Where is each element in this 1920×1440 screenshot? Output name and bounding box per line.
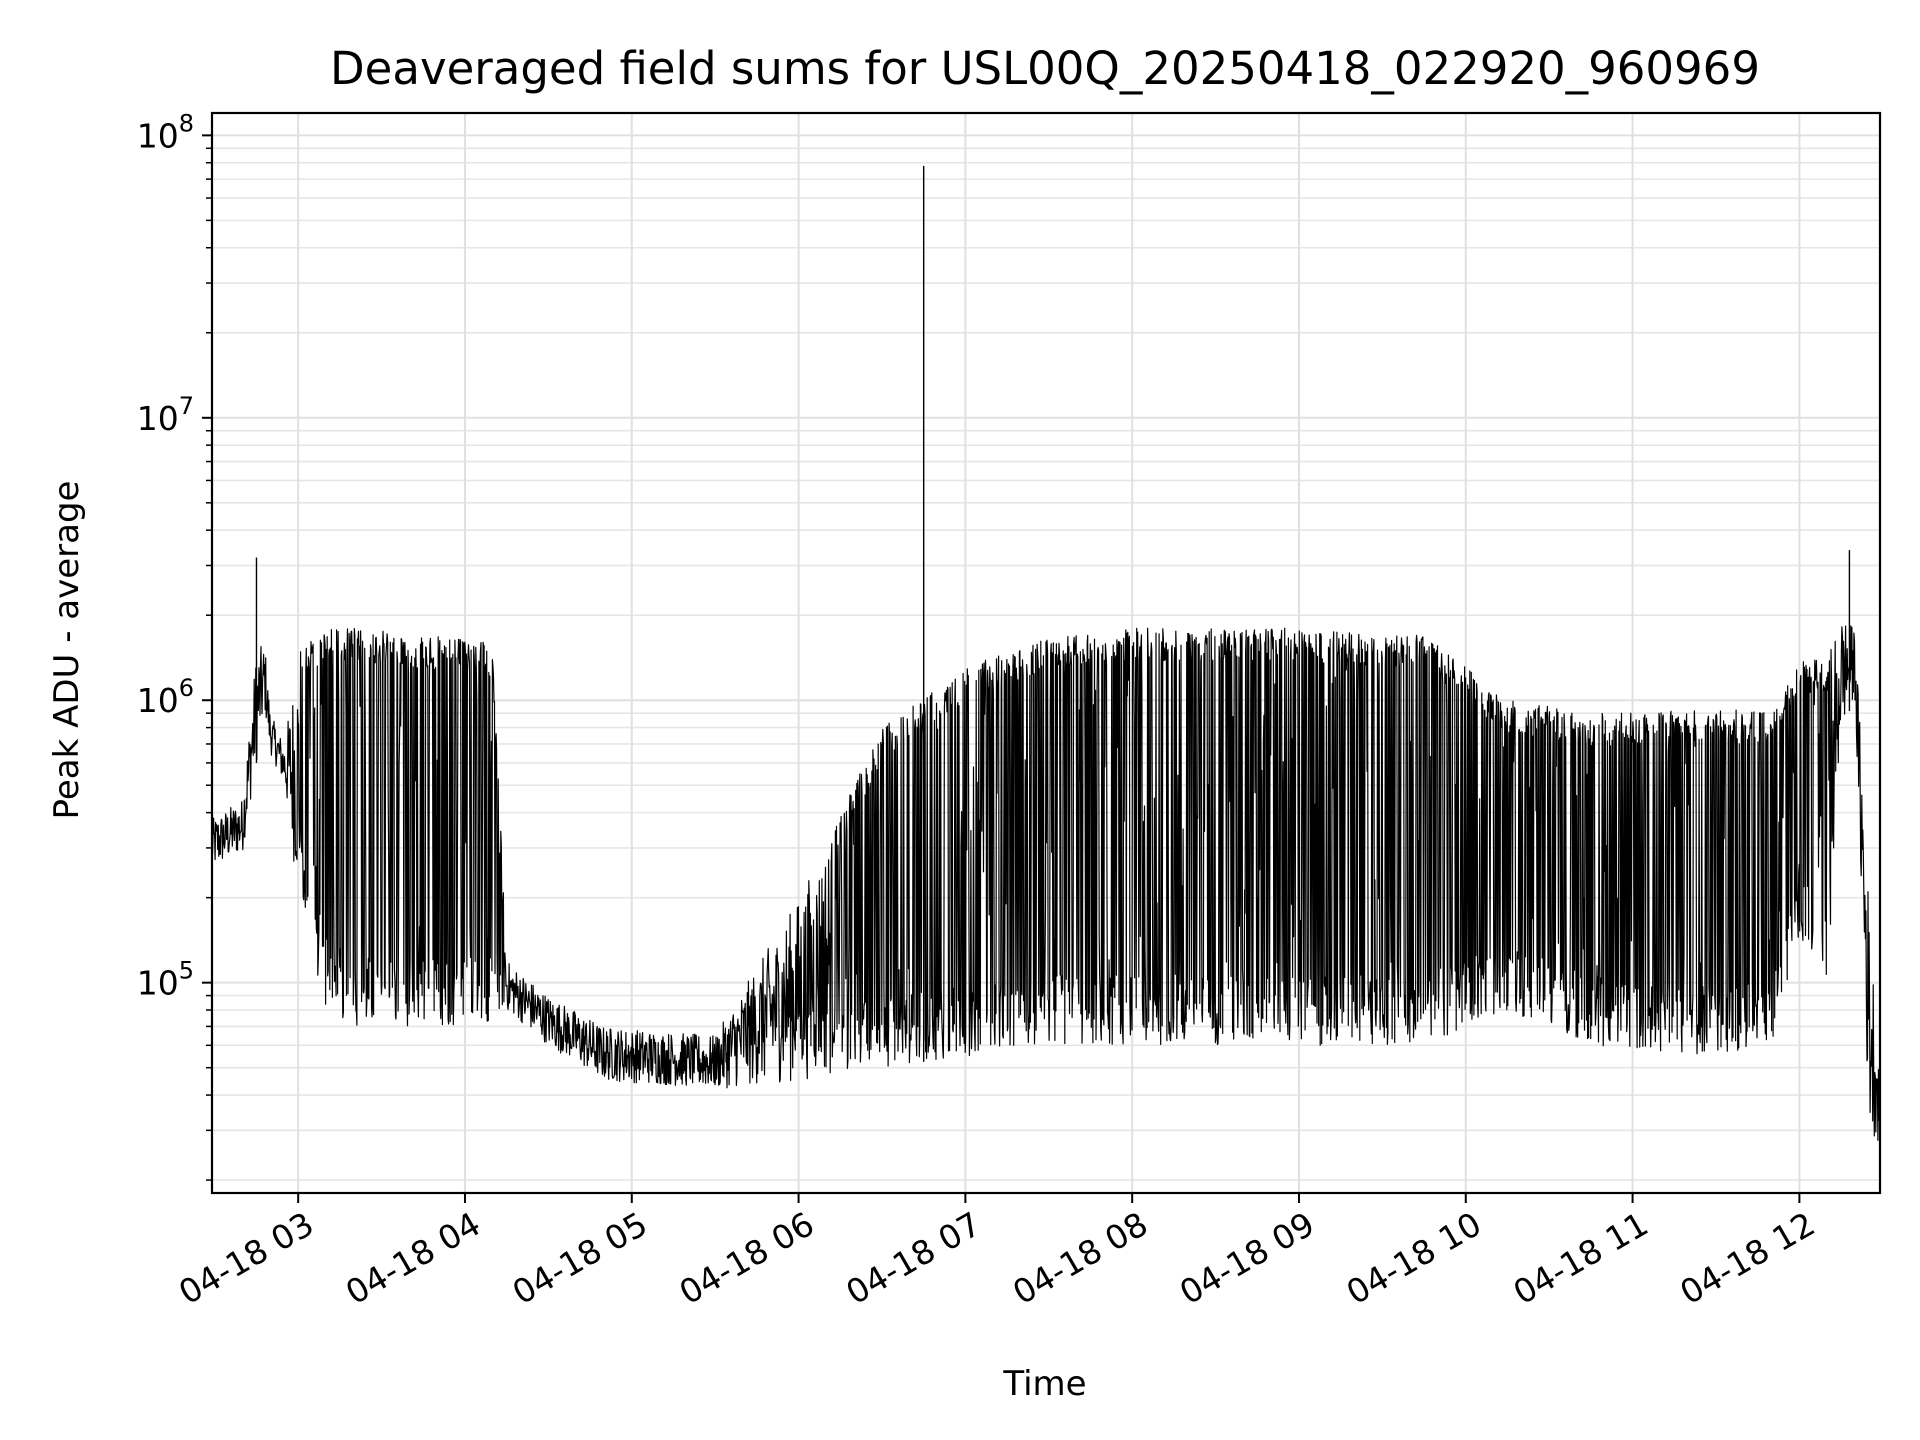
x-tick-label: 04-18 05 — [506, 1204, 654, 1312]
y-axis-label: Peak ADU - average — [47, 481, 87, 820]
x-tick-label: 04-18 07 — [839, 1204, 987, 1312]
x-tick-label: 04-18 04 — [339, 1204, 487, 1312]
x-tick-label: 04-18 11 — [1507, 1204, 1655, 1312]
x-tick-label: 04-18 03 — [172, 1204, 320, 1312]
y-tick-label: 107 — [137, 392, 194, 438]
y-axis-ticks: 105 106 107 108 — [137, 109, 212, 1181]
plot-frame — [210, 111, 1882, 1195]
x-tick-label: 04-18 06 — [673, 1204, 821, 1312]
x-tick-label: 04-18 09 — [1173, 1204, 1321, 1312]
x-axis-label: Time — [1002, 1364, 1086, 1404]
chart-title: Deaveraged field sums for USL00Q_2025041… — [330, 42, 1760, 95]
x-tick-label: 04-18 12 — [1673, 1204, 1821, 1312]
x-tick-label: 04-18 10 — [1340, 1204, 1488, 1312]
x-axis-ticks: 04-18 03 04-18 04 04-18 05 04-18 06 04-18 07… — [172, 1193, 1821, 1312]
x-tick-label: 04-18 08 — [1006, 1204, 1154, 1312]
data-series — [211, 165, 1881, 1141]
y-tick-label: 106 — [137, 674, 194, 720]
y-tick-label: 108 — [137, 109, 194, 155]
series-line — [211, 625, 1881, 1141]
y-tick-label: 105 — [137, 957, 194, 1003]
